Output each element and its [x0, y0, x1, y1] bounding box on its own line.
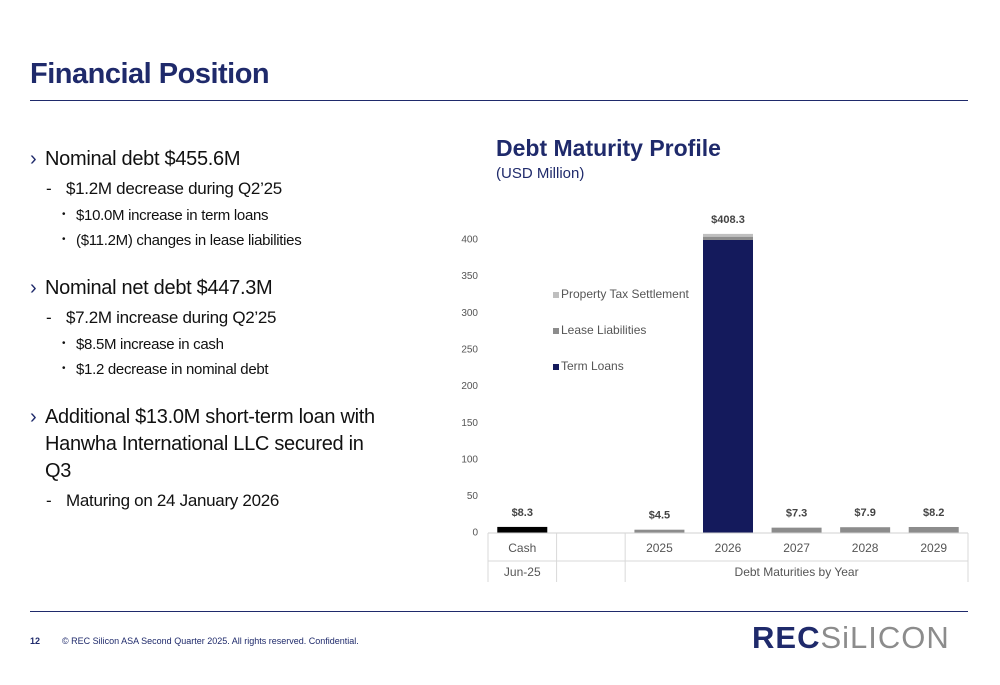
sub-sub-bullet: ($11.2M) changes in lease liabilities	[62, 232, 390, 249]
group-label: Debt Maturities by Year	[735, 565, 859, 579]
bullet: Nominal net debt $447.3M	[30, 275, 390, 302]
bar-segment	[840, 527, 891, 533]
y-tick-label: 200	[461, 381, 478, 392]
bullet-group: Nominal net debt $447.3M $7.2M increase d…	[30, 275, 390, 378]
legend-swatch	[553, 364, 559, 370]
slide-title: Financial Position	[30, 58, 270, 90]
x-tick-label: 2027	[783, 541, 810, 555]
logo-part: REC	[752, 620, 821, 655]
value-label: $8.3	[512, 507, 533, 519]
page-number: 12	[30, 636, 41, 646]
bullet-group: Nominal debt $455.6M $1.2M decrease durin…	[30, 146, 390, 249]
bar-segment	[908, 526, 959, 533]
bar-segment	[703, 233, 753, 237]
legend-label: Property Tax Settlement	[561, 287, 690, 301]
bar	[497, 526, 548, 533]
bar-segment	[703, 239, 753, 533]
bullet-list: Nominal debt $455.6M $1.2M decrease durin…	[30, 146, 390, 537]
legend-swatch	[553, 292, 559, 298]
x-tick-label: 2025	[646, 541, 673, 555]
legend-label: Lease Liabilities	[561, 323, 646, 337]
y-tick-label: 100	[461, 454, 478, 465]
x-tick-label: 2028	[852, 541, 879, 555]
legend-label: Term Loans	[561, 359, 624, 373]
y-tick-label: 50	[467, 491, 479, 502]
legend-swatch	[553, 328, 559, 334]
sub-sub-bullet: $8.5M increase in cash	[62, 336, 390, 353]
bar-segment	[634, 529, 685, 533]
y-tick-label: 300	[461, 308, 478, 319]
chart-subtitle: (USD Million)	[496, 165, 584, 182]
y-tick-label: 400	[461, 235, 478, 246]
header-rule	[30, 100, 968, 101]
bullet: Nominal debt $455.6M	[30, 146, 390, 173]
y-tick-label: 250	[461, 345, 478, 356]
sub-sub-bullet: $10.0M increase in term loans	[62, 207, 390, 224]
y-tick-label: 150	[461, 418, 478, 429]
x-tick-label: 2026	[715, 541, 742, 555]
bullet: Additional $13.0M short-term loan with H…	[30, 404, 390, 485]
value-label: $7.3	[786, 508, 807, 520]
sub-bullet: $1.2M decrease during Q2’25	[46, 179, 390, 199]
value-label: $7.9	[854, 507, 875, 519]
footer-rule	[30, 611, 968, 612]
bar-segment	[771, 527, 822, 533]
x-tick-label: 2029	[920, 541, 947, 555]
bar-segment	[703, 236, 753, 240]
chart-title: Debt Maturity Profile	[496, 135, 721, 161]
y-tick-label: 350	[461, 271, 478, 282]
x-tick-label: Cash	[508, 541, 536, 555]
value-label: $8.2	[923, 507, 944, 519]
copyright: © REC Silicon ASA Second Quarter 2025. A…	[62, 636, 359, 646]
bullet-group: Additional $13.0M short-term loan with H…	[30, 404, 390, 511]
sub-bullet: $7.2M increase during Q2’25	[46, 308, 390, 328]
sub-bullet: Maturing on 24 January 2026	[46, 491, 390, 511]
chart: Debt Maturity Profile (USD Million) 0 50 100…	[461, 135, 969, 582]
sub-sub-bullet: $1.2 decrease in nominal debt	[62, 361, 390, 378]
y-tick-label: 0	[472, 528, 478, 539]
value-label: $4.5	[649, 510, 670, 522]
value-label: $408.3	[711, 214, 745, 226]
logo-part: SiLICON	[820, 620, 950, 655]
logo: RECSiLICON	[752, 620, 950, 656]
group-label: Jun-25	[504, 565, 541, 579]
